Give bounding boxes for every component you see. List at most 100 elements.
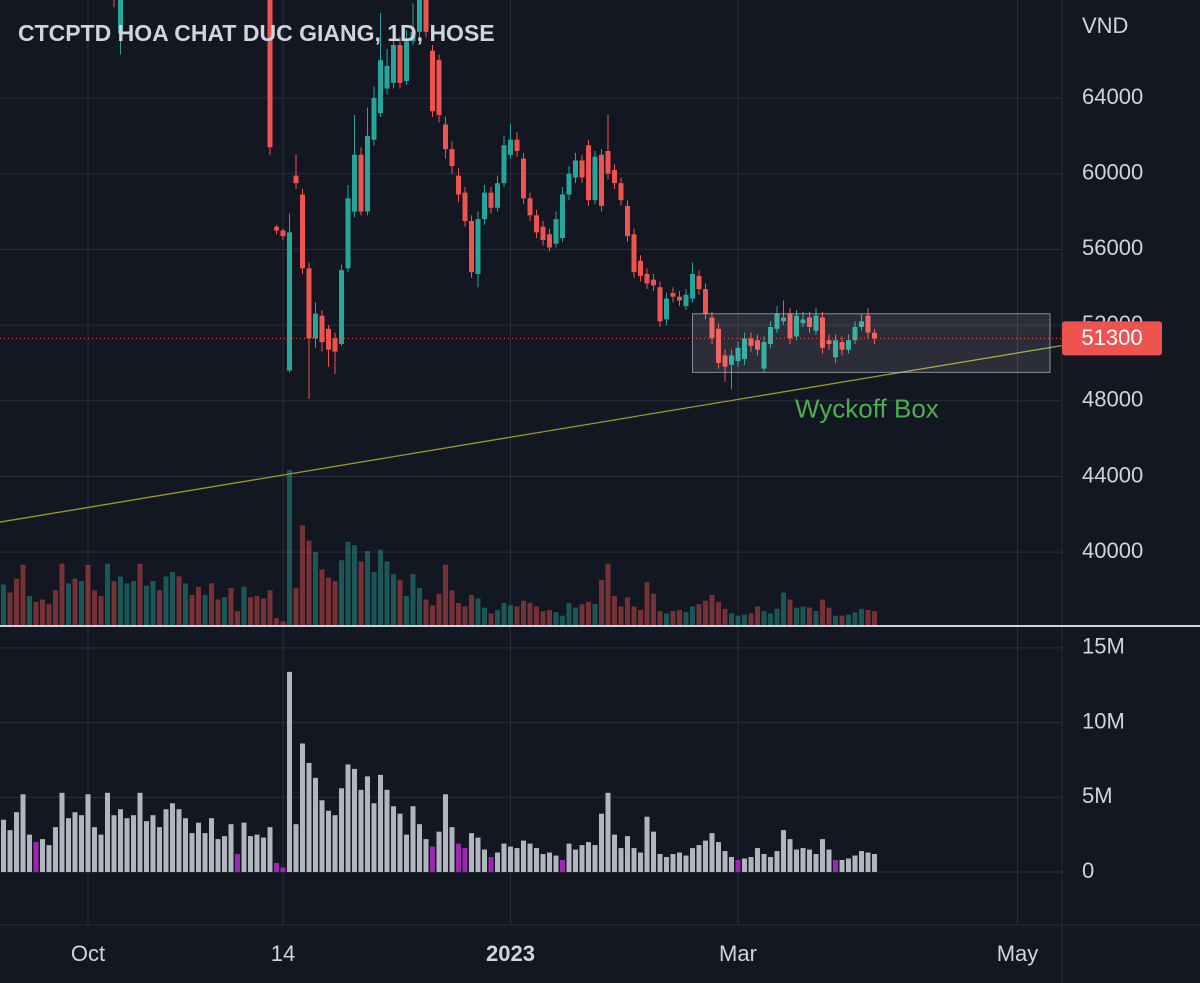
volume-bar: [612, 834, 617, 872]
last-price-label: 51300: [1081, 325, 1142, 350]
candle-body: [683, 294, 689, 307]
volume-bar: [137, 792, 143, 872]
volume-bar: [488, 857, 494, 872]
volume-overlay-bar: [514, 606, 520, 625]
volume-bar: [839, 860, 845, 872]
y-tick-label: 64000: [1082, 84, 1143, 109]
volume-overlay-bar: [599, 579, 604, 625]
volume-bar: [547, 852, 552, 872]
volume-overlay-bar: [787, 599, 793, 625]
volume-overlay-bar: [742, 614, 747, 625]
volume-bar: [755, 848, 760, 872]
volume-overlay-bar: [573, 607, 578, 625]
volume-bar: [267, 827, 273, 872]
volume-overlay-bar: [768, 613, 773, 625]
volume-overlay-bar: [378, 549, 383, 625]
volume-bar: [592, 845, 598, 872]
volume-overlay-bar: [222, 597, 227, 625]
x-tick-label: Mar: [719, 941, 757, 966]
volume-overlay-bar: [85, 564, 91, 625]
volume-overlay-bar: [761, 611, 767, 625]
volume-bar: [456, 843, 461, 872]
volume-overlay-bar: [820, 599, 825, 625]
y-tick-label: 56000: [1082, 235, 1143, 260]
volume-overlay-bar: [735, 615, 741, 625]
candle-body: [371, 98, 377, 140]
volume-overlay-bar: [839, 615, 845, 625]
volume-overlay-bar: [202, 594, 208, 625]
volume-overlay-bar: [72, 578, 78, 625]
volume-bar: [326, 810, 331, 872]
volume-bar: [157, 827, 162, 872]
volume-overlay-bar: [371, 571, 377, 625]
volume-overlay-bar: [189, 594, 195, 625]
volume-overlay-bar: [605, 563, 611, 625]
volume-bar: [475, 837, 481, 872]
volume-bar: [761, 854, 767, 872]
volume-overlay-bar: [527, 603, 533, 625]
volume-bar: [722, 851, 728, 872]
candle-body: [625, 205, 630, 237]
candle-body: [280, 230, 286, 237]
volume-bar: [215, 839, 221, 872]
volume-overlay-bar: [462, 606, 468, 625]
candle-body: [358, 154, 364, 212]
volume-bar: [319, 800, 325, 872]
volume-bar: [46, 845, 52, 872]
volume-overlay-bar: [586, 601, 591, 625]
volume-overlay-bar: [540, 611, 546, 625]
candle-body: [267, 0, 273, 148]
volume-bar: [462, 848, 468, 872]
volume-bar: [131, 815, 136, 872]
candle-body: [748, 338, 754, 346]
volume-bar: [820, 839, 825, 872]
volume-bar: [508, 846, 513, 872]
volume-bar: [605, 792, 611, 872]
volume-overlay-bar: [469, 594, 474, 625]
volume-bar: [391, 806, 396, 872]
volume-bar: [664, 857, 669, 872]
volume-overlay-bar: [664, 613, 669, 625]
volume-bar: [183, 818, 188, 872]
candle-body: [488, 192, 494, 208]
volume-overlay-bar: [683, 612, 689, 625]
volume-overlay-bar: [293, 587, 299, 625]
volume-bar: [696, 845, 702, 872]
volume-overlay-bar: [14, 578, 19, 625]
candle-body: [742, 338, 747, 360]
candle-body: [553, 219, 559, 244]
volume-bar: [846, 858, 851, 872]
candle-body: [560, 194, 565, 239]
candle-body: [417, 0, 422, 32]
candle-body: [605, 150, 611, 174]
volume-bar: [111, 815, 117, 872]
volume-overlay-bar: [657, 611, 663, 625]
volume-overlay-bar: [228, 587, 234, 625]
volume-bar: [430, 846, 435, 872]
candle-body: [534, 215, 539, 233]
volume-bar: [703, 840, 708, 872]
volume-overlay-bar: [495, 609, 500, 625]
volume-overlay-bar: [748, 613, 754, 625]
candle-body: [410, 31, 416, 42]
volume-overlay-bar: [852, 612, 858, 625]
volume-overlay-bar: [579, 604, 585, 625]
volume-bar: [189, 833, 195, 872]
candle-body: [846, 340, 851, 350]
volume-bar: [540, 854, 546, 872]
volume-bar: [690, 848, 695, 872]
volume-overlay-bar: [813, 611, 819, 625]
volume-bar: [124, 818, 130, 872]
volume-overlay-bar: [690, 606, 695, 625]
y-unit: VND: [1082, 13, 1128, 38]
volume-overlay-bar: [111, 581, 117, 625]
volume-bar: [781, 830, 786, 872]
candle-body: [456, 175, 461, 195]
candle-body: [430, 50, 435, 112]
candle-body: [436, 60, 442, 116]
volume-overlay-bar: [358, 561, 364, 625]
volume-overlay-bar: [254, 596, 260, 625]
x-tick-label: 14: [271, 941, 295, 966]
volume-bar: [813, 854, 819, 872]
